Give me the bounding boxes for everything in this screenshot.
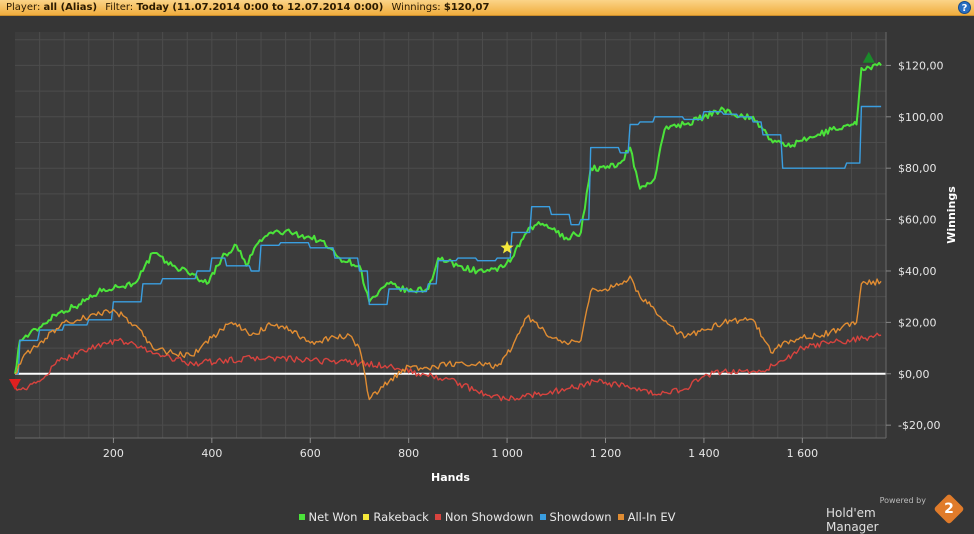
y-tick-label: $40,00	[898, 265, 937, 278]
legend-item-net-won[interactable]: Net Won	[298, 510, 358, 524]
x-tick-label: 400	[201, 447, 222, 460]
legend-item-rakeback[interactable]: Rakeback	[363, 510, 429, 524]
filter-label: Filter:	[105, 2, 134, 13]
legend-label: All-In EV	[627, 510, 676, 524]
y-tick-label: -$20,00	[898, 419, 940, 432]
legend-label: Net Won	[308, 510, 358, 524]
axes: 200 400 600 800 1 000 1 200 1 400 1 600 -$20,00 $…	[15, 32, 958, 484]
legend-label: Showdown	[549, 510, 612, 524]
filter-value: Today (11.07.2014 0:00 to 12.07.2014 0:0…	[136, 2, 384, 13]
markers	[9, 51, 875, 391]
header-bar: Player: all (Alias) Filter: Today (11.07…	[0, 0, 974, 16]
legend-item-non-showdown[interactable]: Non Showdown	[434, 510, 534, 524]
x-tick-label: 1 400	[688, 447, 720, 460]
legend-swatch	[539, 514, 546, 520]
legend-swatch	[363, 514, 370, 520]
series-line-showdown	[15, 105, 882, 375]
legend-label: Non Showdown	[444, 510, 534, 524]
x-tick-label: 1 000	[491, 447, 523, 460]
player-value: all (Alias)	[43, 2, 98, 13]
legend-swatch	[434, 514, 441, 520]
brand-badge-icon: 2	[933, 493, 965, 525]
legend-swatch	[617, 514, 624, 520]
rakeback-star	[500, 240, 514, 254]
legend-swatch	[298, 514, 305, 520]
x-axis-label: Hands	[431, 471, 470, 484]
winnings-value: $120,07	[443, 2, 490, 13]
y-tick-label: $100,00	[898, 111, 944, 124]
series-line-all-in-ev	[14, 275, 882, 401]
grid	[15, 32, 886, 438]
player-label: Player:	[6, 2, 41, 13]
start-marker	[9, 379, 21, 391]
y-axis-label: Winnings	[945, 186, 958, 244]
y-tick-label: $120,00	[898, 59, 944, 72]
plot-area	[15, 32, 886, 438]
powered-by-text: Powered by	[879, 496, 926, 505]
series-line-non-showdown	[14, 332, 882, 402]
x-tick-label: 200	[103, 447, 124, 460]
y-tick-label: $60,00	[898, 214, 937, 227]
legend-item-showdown[interactable]: Showdown	[539, 510, 612, 524]
y-tick-label: $0,00	[898, 368, 930, 381]
help-icon[interactable]: ?	[958, 1, 971, 14]
y-tick-label: $20,00	[898, 316, 937, 329]
chart-legend: Net Won Rakeback Non Showdown Showdown All-I…	[0, 510, 974, 524]
y-tick-label: $80,00	[898, 162, 937, 175]
legend-item-all-in-ev[interactable]: All-In EV	[617, 510, 676, 524]
series-lines	[14, 61, 886, 402]
max-marker	[862, 51, 875, 63]
winnings-chart: 200 400 600 800 1 000 1 200 1 400 1 600 -$20,00 $…	[9, 32, 958, 484]
winnings-label: Winnings:	[391, 2, 441, 13]
x-tick-label: 600	[300, 447, 321, 460]
x-tick-label: 1 600	[787, 447, 819, 460]
x-tick-label: 1 200	[590, 447, 622, 460]
legend-label: Rakeback	[373, 510, 429, 524]
powered-by-logo: Powered by Hold'em Manager 2	[826, 493, 966, 534]
x-tick-label: 800	[398, 447, 419, 460]
